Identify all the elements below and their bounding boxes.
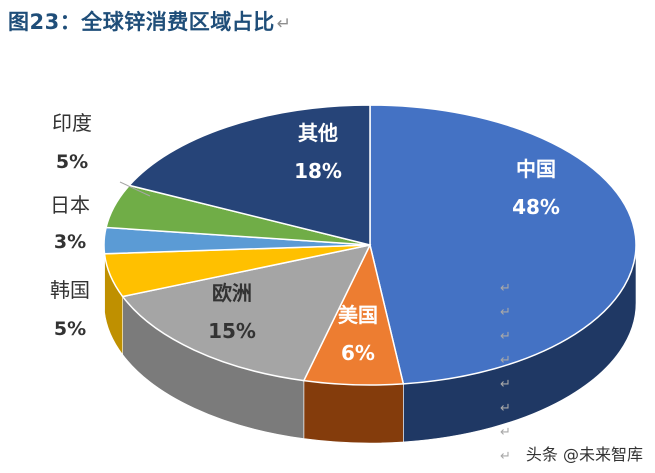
slice-labels: 中国 48% 美国 6% 欧洲 15% 韩国 5% 日本 3% 印度 5% 其他 18% bbox=[50, 111, 560, 365]
return-mark: ↵ bbox=[500, 425, 511, 440]
leader-lines bbox=[119, 181, 151, 197]
pie-top-faces bbox=[103, 104, 637, 386]
slice-美国-side bbox=[303, 380, 404, 444]
slice-印度-name-label: 印度 bbox=[52, 111, 92, 135]
watermark: 头条 @未来智库 bbox=[525, 445, 643, 464]
slice-美国-name-label: 美国 bbox=[338, 303, 378, 327]
slice-其他-top bbox=[127, 104, 371, 246]
slice-其他-name-label: 其他 bbox=[298, 121, 338, 145]
return-mark: ↵ bbox=[500, 377, 511, 392]
slice-中国-name-label: 中国 bbox=[516, 157, 556, 181]
slice-欧洲-top bbox=[121, 243, 372, 382]
slice-日本-value-label: 3% bbox=[54, 231, 86, 253]
slice-中国-value-label: 48% bbox=[512, 195, 560, 219]
return-mark: ↵ bbox=[500, 281, 511, 296]
slice-其他-value-label: 18% bbox=[294, 159, 342, 183]
slice-韩国-name-label: 韩国 bbox=[50, 278, 90, 302]
return-mark: ↵ bbox=[500, 305, 511, 320]
return-mark: ↵ bbox=[500, 449, 511, 464]
slice-韩国-value-label: 5% bbox=[54, 318, 86, 340]
return-mark: ↵ bbox=[500, 401, 511, 416]
slice-日本-name-label: 日本 bbox=[50, 193, 90, 217]
slice-欧洲-value-label: 15% bbox=[208, 319, 256, 343]
chart-title-text: 图23：全球锌消费区域占比 bbox=[8, 10, 275, 34]
slice-欧洲-name-label: 欧洲 bbox=[212, 281, 252, 305]
return-mark: ↵ bbox=[500, 329, 511, 344]
slice-印度-value-label: 5% bbox=[56, 151, 88, 173]
return-mark: ↵ bbox=[276, 14, 292, 34]
slice-美国-value-label: 6% bbox=[341, 341, 375, 365]
chart-title: 图23：全球锌消费区域占比 ↵ bbox=[8, 6, 291, 36]
return-mark: ↵ bbox=[500, 353, 511, 368]
return-marks: ↵ ↵ ↵ ↵ ↵ ↵ ↵ ↵ bbox=[500, 281, 511, 464]
slice-印度-leader-line bbox=[119, 181, 151, 197]
slice-中国-top bbox=[369, 104, 637, 385]
